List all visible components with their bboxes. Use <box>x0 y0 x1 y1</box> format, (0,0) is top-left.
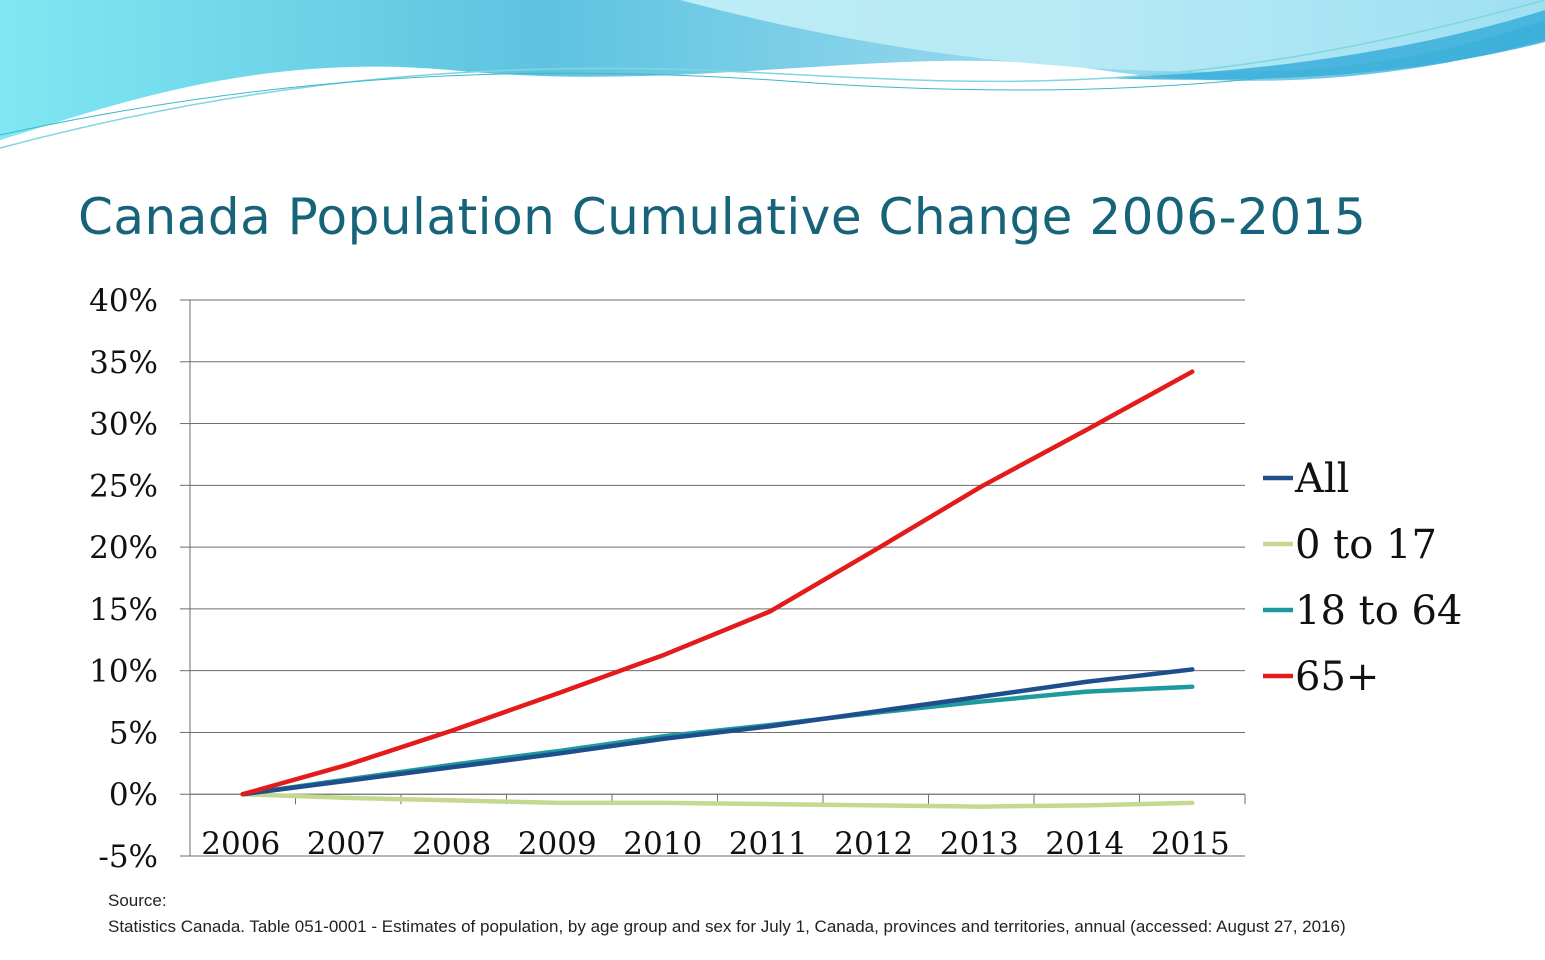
y-tick-label: 10% <box>89 654 158 690</box>
axes <box>180 299 1246 857</box>
y-tick-label: 0% <box>109 777 158 813</box>
source-note: Source: Statistics Canada. Table 051-000… <box>108 888 1346 940</box>
legend-label: 65+ <box>1295 654 1379 700</box>
series-line-All <box>240 667 1195 797</box>
legend-label: All <box>1294 456 1349 502</box>
y-tick-label: 15% <box>89 592 158 628</box>
x-tick-label: 2009 <box>518 826 597 862</box>
x-tick-label: 2010 <box>623 826 702 862</box>
x-tick-label: 2006 <box>201 826 280 862</box>
y-tick-label: 35% <box>89 345 158 381</box>
series-lines <box>240 369 1195 809</box>
y-tick-label: 20% <box>89 530 158 566</box>
x-axis-tick-labels: 2006 2007 2008 2009 2010 2011 2012 2013 2014 2015 <box>201 826 1229 862</box>
x-tick-label: 2008 <box>412 826 491 862</box>
series-line-0-to-17 <box>240 791 1195 809</box>
legend: All 0 to 17 18 to 64 65+ <box>1263 456 1462 700</box>
x-tick-label: 2007 <box>307 826 386 862</box>
y-tick-label: 25% <box>89 468 158 504</box>
source-heading: Source: <box>108 891 167 910</box>
y-tick-label: 30% <box>89 407 158 443</box>
series-line-65plus <box>240 369 1195 797</box>
legend-label: 18 to 64 <box>1295 588 1462 634</box>
x-tick-label: 2014 <box>1045 826 1124 862</box>
y-axis-tick-labels: 40% 35% 30% 25% 20% 15% 10% 5% 0% -5% <box>89 283 158 875</box>
chart-title: Canada Population Cumulative Change 2006… <box>78 188 1367 246</box>
y-tick-label: 40% <box>89 283 158 319</box>
x-tick-label: 2011 <box>729 826 808 862</box>
source-text: Statistics Canada. Table 051-0001 - Esti… <box>108 917 1346 936</box>
y-tick-label: 5% <box>109 715 158 751</box>
x-tick-label: 2013 <box>940 826 1019 862</box>
header-wave-decoration <box>0 0 1545 149</box>
y-tick-label: -5% <box>98 839 158 875</box>
grid-lines <box>190 299 1245 857</box>
x-tick-label: 2015 <box>1151 826 1230 862</box>
legend-label: 0 to 17 <box>1295 522 1437 568</box>
x-tick-label: 2012 <box>834 826 913 862</box>
